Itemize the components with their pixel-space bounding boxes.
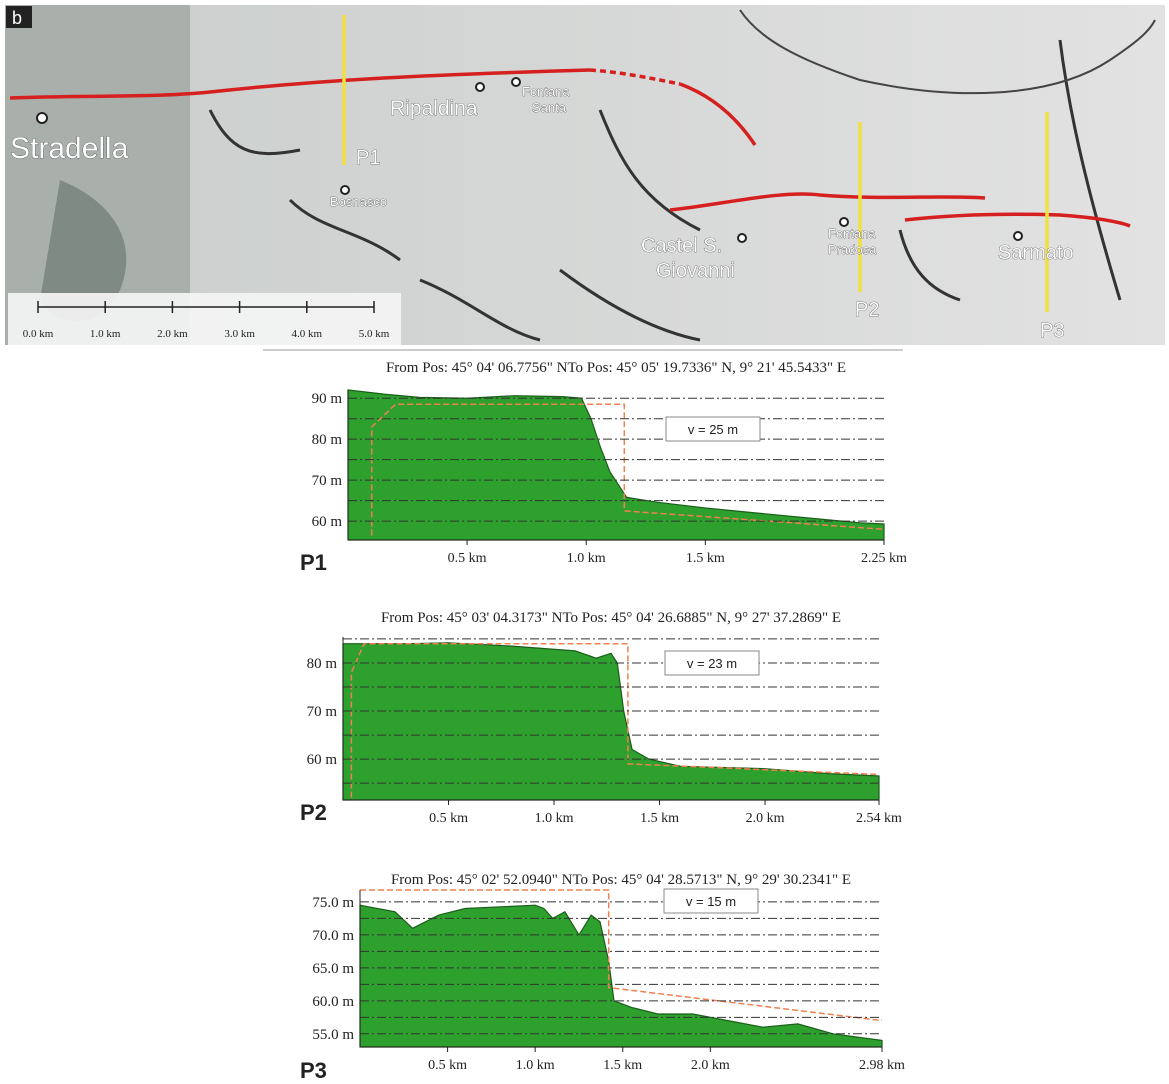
y-tick-label: 80 m xyxy=(312,432,343,448)
y-tick-label: 60 m xyxy=(307,752,338,768)
scale-label: 2.0 km xyxy=(157,328,188,340)
place-marker xyxy=(476,83,484,91)
x-tick-label: 2.98 km xyxy=(859,1058,905,1073)
place-marker xyxy=(341,186,349,194)
annotation: v = 25 m xyxy=(688,422,738,437)
y-tick-label: 55.0 m xyxy=(312,1027,354,1043)
scale-label: 5.0 km xyxy=(359,328,390,340)
x-tick-label: 1.0 km xyxy=(567,551,606,566)
x-tick-label: 2.54 km xyxy=(856,811,902,826)
scale-label: 3.0 km xyxy=(224,328,255,340)
place-label: Pradosa xyxy=(828,242,877,257)
place-label: Santa xyxy=(532,100,567,115)
elevation-profile: From Pos: 45° 03' 04.3173" NTo Pos: 45° … xyxy=(300,610,902,826)
figure: b Stradella Ripaldina Fontana Santa Bosn… xyxy=(0,0,1169,1084)
profile-label: P1 xyxy=(300,550,327,575)
annotation: v = 23 m xyxy=(687,656,737,671)
place-marker xyxy=(840,218,848,226)
elevation-area xyxy=(343,643,879,800)
x-tick-label: 1.5 km xyxy=(686,551,725,566)
x-tick-label: 2.25 km xyxy=(861,551,907,566)
place-label: Sarmato xyxy=(998,242,1074,264)
y-tick-label: 60 m xyxy=(312,514,343,530)
y-tick-label: 75.0 m xyxy=(312,895,354,911)
elevation-profile: From Pos: 45° 04' 06.7756" NTo Pos: 45° … xyxy=(300,360,907,575)
y-tick-label: 70 m xyxy=(312,473,343,489)
scale-label: 1.0 km xyxy=(90,328,121,340)
place-marker xyxy=(37,113,47,123)
place-marker xyxy=(738,234,746,242)
place-label: Fontana xyxy=(828,226,876,241)
profile-label: P3 xyxy=(1040,320,1064,342)
scale-bar-box xyxy=(8,293,401,345)
y-tick-label: 90 m xyxy=(312,391,343,407)
x-tick-label: 1.5 km xyxy=(603,1058,642,1073)
y-tick-label: 80 m xyxy=(307,656,338,672)
x-tick-label: 1.5 km xyxy=(640,811,679,826)
chart-title: From Pos: 45° 03' 04.3173" NTo Pos: 45° … xyxy=(381,610,841,626)
elevation-profile: From Pos: 45° 02' 52.0940" NTo Pos: 45° … xyxy=(300,872,905,1083)
profile-label: P2 xyxy=(300,800,327,825)
annotation: v = 15 m xyxy=(686,894,736,909)
profile-label: P3 xyxy=(300,1058,327,1083)
y-tick-label: 70.0 m xyxy=(312,928,354,944)
chart-title: From Pos: 45° 02' 52.0940" NTo Pos: 45° … xyxy=(391,872,851,888)
x-tick-label: 2.0 km xyxy=(746,811,785,826)
y-tick-label: 70 m xyxy=(307,704,338,720)
place-label: Stradella xyxy=(10,132,129,165)
scale-label: 0.0 km xyxy=(23,328,54,340)
x-tick-label: 0.5 km xyxy=(448,551,487,566)
x-tick-label: 1.0 km xyxy=(535,811,574,826)
place-label: Giovanni xyxy=(656,260,735,282)
profile-label: P2 xyxy=(855,299,879,321)
elevation-area xyxy=(360,905,882,1047)
place-marker xyxy=(1014,232,1022,240)
x-tick-label: 0.5 km xyxy=(428,1058,467,1073)
place-label: Ripaldina xyxy=(390,97,478,120)
place-marker xyxy=(512,78,520,86)
place-label: Fontana xyxy=(522,84,570,99)
elevation-area xyxy=(348,390,884,540)
y-tick-label: 60.0 m xyxy=(312,994,354,1010)
panel-label: b xyxy=(12,8,22,28)
profile-label: P1 xyxy=(356,147,380,169)
scale-label: 4.0 km xyxy=(292,328,323,340)
x-tick-label: 0.5 km xyxy=(429,811,468,826)
y-tick-label: 65.0 m xyxy=(312,961,354,977)
place-label: Castel S. xyxy=(641,235,722,257)
x-tick-label: 1.0 km xyxy=(516,1058,555,1073)
place-label: Bosnasco xyxy=(330,194,387,209)
x-tick-label: 2.0 km xyxy=(691,1058,730,1073)
map: b Stradella Ripaldina Fontana Santa Bosn… xyxy=(5,5,1165,345)
chart-title: From Pos: 45° 04' 06.7756" NTo Pos: 45° … xyxy=(386,360,846,376)
